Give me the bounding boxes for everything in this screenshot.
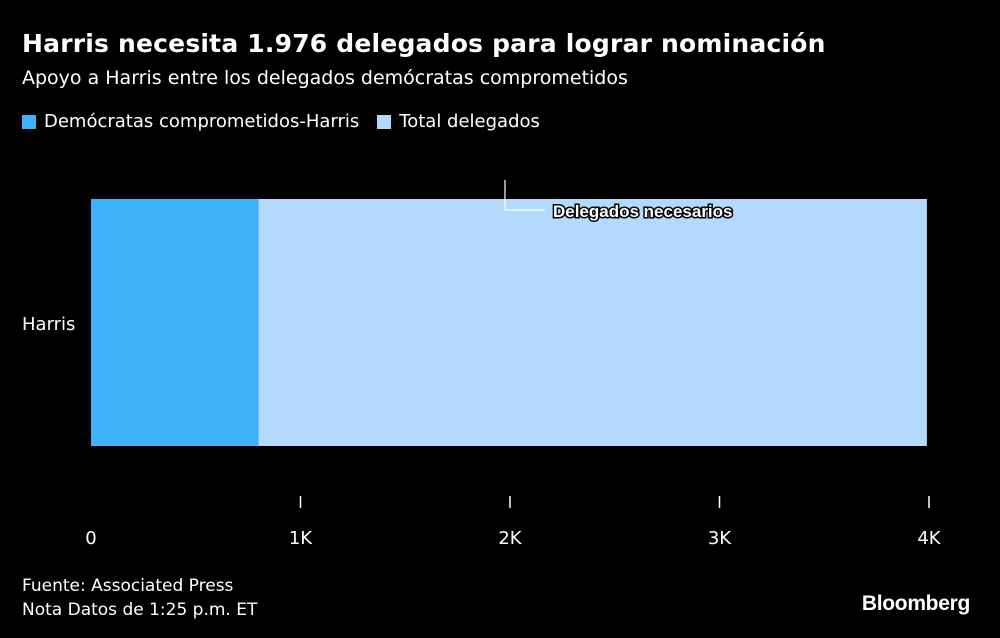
footer: Fuente: Associated Press Nota Datos de 1… — [22, 574, 257, 622]
x-tick-label: 4K — [917, 528, 941, 549]
data-note: Nota Datos de 1:25 p.m. ET — [22, 600, 258, 620]
legend-item-harris: Demócratas comprometidos-Harris — [22, 111, 359, 132]
x-tick-label: 1K — [289, 528, 313, 549]
x-tick-label: 3K — [708, 528, 732, 549]
annotation-label: Delegados necesarios — [553, 202, 733, 221]
source-note: Fuente: Associated Press — [22, 576, 234, 596]
x-tick-label: 2K — [498, 528, 522, 549]
legend: Demócratas comprometidos-Harris Total de… — [22, 111, 558, 132]
category-label: Harris — [22, 314, 75, 335]
legend-swatch-harris — [22, 114, 36, 129]
legend-item-total: Total delegados — [377, 111, 540, 132]
chart-title: Harris necesita 1.976 delegados para log… — [22, 29, 826, 58]
legend-label-total: Total delegados — [399, 111, 540, 132]
legend-swatch-total — [377, 114, 392, 129]
bar-harris — [91, 199, 259, 446]
x-tick-label: 0 — [85, 528, 96, 549]
annotation-leader-line — [504, 180, 545, 211]
chart-subtitle: Apoyo a Harris entre los delegados demóc… — [22, 67, 628, 89]
bloomberg-logo: Bloomberg — [861, 592, 970, 615]
legend-label-harris: Demócratas comprometidos-Harris — [44, 111, 360, 132]
